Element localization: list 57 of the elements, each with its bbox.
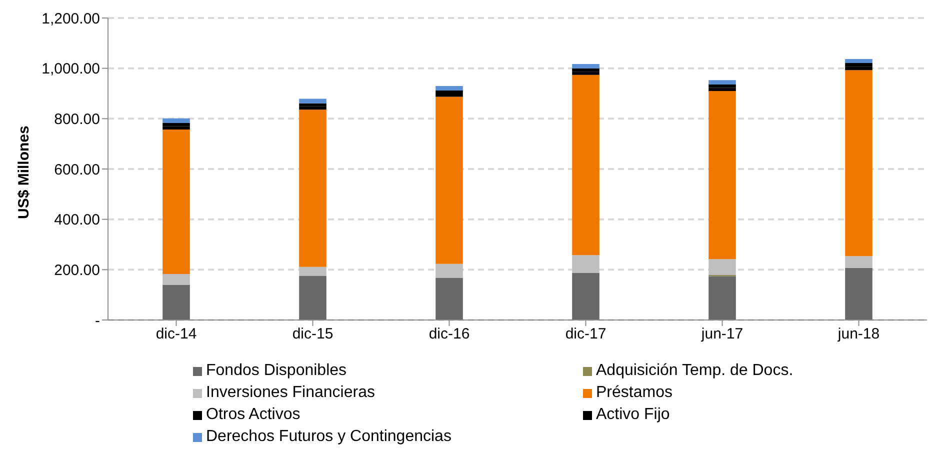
bar: [572, 64, 600, 68]
bar: [708, 84, 736, 88]
bar: [436, 96, 463, 264]
y-tick-label: 400.00: [54, 212, 100, 229]
bar: [299, 266, 326, 276]
y-tick-label: 600.00: [54, 161, 100, 178]
bar: [708, 259, 736, 275]
bar: [299, 110, 326, 267]
bar: [708, 276, 736, 320]
legend-label: Préstamos: [596, 383, 672, 403]
bar: [162, 129, 190, 274]
bar: [436, 264, 463, 278]
legend-label: Activo Fijo: [596, 405, 670, 425]
legend-label: Otros Activos: [206, 405, 300, 425]
legend-label: Fondos Disponibles: [206, 361, 347, 381]
bar: [162, 274, 190, 285]
bar: [162, 118, 190, 123]
bar: [572, 68, 600, 72]
bar: [708, 80, 736, 84]
bar: [572, 72, 600, 75]
bar: [299, 98, 326, 104]
legend-label: Inversiones Financieras: [206, 383, 375, 403]
bar: [436, 90, 463, 94]
x-tick-label: dic-17: [565, 326, 606, 343]
bar: [299, 103, 326, 106]
bar: [845, 63, 872, 67]
bar: [708, 90, 736, 260]
legend-label: Derechos Futuros y Contingencias: [206, 427, 452, 447]
y-tick-label: 800.00: [54, 110, 100, 128]
y-tick-label: 1,200.00: [42, 10, 100, 28]
bar: [572, 272, 600, 320]
bar: [845, 59, 872, 64]
bar: [436, 86, 463, 90]
y-axis-title: US$ Millones: [15, 126, 32, 219]
x-tick-label: jun-17: [700, 326, 744, 343]
bar: [845, 66, 872, 70]
bar: [845, 256, 872, 268]
bar: [162, 284, 190, 320]
bar: [708, 88, 736, 91]
y-tick-label: 200.00: [54, 262, 100, 279]
bar: [845, 268, 872, 320]
bar: [572, 255, 600, 273]
bar: [572, 74, 600, 256]
y-tick-label: -: [95, 312, 100, 330]
legend-label: Adquisición Temp. de Docs.: [596, 361, 794, 381]
bar: [299, 276, 326, 320]
x-tick-label: jun-18: [836, 326, 880, 343]
bar: [299, 106, 326, 110]
y-tick-label: 1,000.00: [42, 60, 100, 78]
bar: [436, 94, 463, 97]
bar: [845, 70, 872, 256]
x-tick-label: dic-16: [428, 326, 470, 343]
x-tick-label: dic-15: [292, 326, 334, 343]
x-tick-label: dic-14: [156, 326, 197, 343]
bar: [162, 126, 190, 130]
bar: [436, 278, 463, 320]
bar: [162, 122, 190, 126]
